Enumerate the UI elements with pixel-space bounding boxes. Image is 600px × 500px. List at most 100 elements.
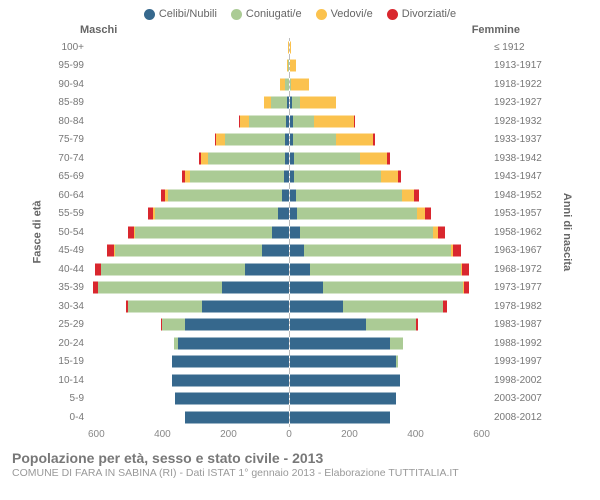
male-bar bbox=[88, 297, 289, 316]
bar-segment bbox=[398, 170, 401, 183]
age-label: 75-79 bbox=[50, 134, 88, 145]
age-row: 85-891923-1927 bbox=[50, 94, 550, 113]
bar-segment bbox=[135, 226, 272, 239]
male-bar bbox=[88, 38, 289, 57]
legend-swatch bbox=[144, 9, 155, 20]
bar-segment bbox=[290, 318, 367, 331]
bar-segment bbox=[202, 300, 289, 313]
bar-segment bbox=[300, 96, 337, 109]
age-row: 100+≤ 1912 bbox=[50, 38, 550, 57]
bar-segment bbox=[414, 189, 419, 202]
male-bar bbox=[88, 223, 289, 242]
birth-year-label: 1943-1947 bbox=[490, 171, 550, 182]
birth-year-label: 1973-1977 bbox=[490, 282, 550, 293]
bar-segment bbox=[190, 170, 284, 183]
male-bar bbox=[88, 149, 289, 168]
birth-year-label: 1953-1957 bbox=[490, 208, 550, 219]
legend-item: Vedovi/e bbox=[316, 8, 373, 20]
legend-label: Divorziati/e bbox=[402, 8, 456, 20]
female-bar bbox=[289, 94, 491, 113]
birth-year-label: 2008-2012 bbox=[490, 412, 550, 423]
age-row: 25-291983-1987 bbox=[50, 316, 550, 335]
male-bar bbox=[88, 353, 289, 372]
bar-segment bbox=[366, 318, 416, 331]
bar-segment bbox=[290, 59, 295, 72]
bar-segment bbox=[336, 133, 373, 146]
bar-segment bbox=[290, 226, 300, 239]
age-label: 0-4 bbox=[50, 412, 88, 423]
header-male: Maschi bbox=[80, 24, 117, 36]
age-row: 40-441968-1972 bbox=[50, 260, 550, 279]
bar-segment bbox=[360, 152, 387, 165]
birth-year-label: 1918-1922 bbox=[490, 79, 550, 90]
female-bar bbox=[289, 205, 491, 224]
bar-segment bbox=[225, 133, 285, 146]
female-bar bbox=[289, 316, 491, 335]
x-tick: 400 bbox=[154, 429, 171, 440]
birth-year-label: 1998-2002 bbox=[490, 375, 550, 386]
birth-year-label: 1978-1982 bbox=[490, 301, 550, 312]
x-tick: 0 bbox=[286, 429, 292, 440]
bar-segment bbox=[290, 244, 304, 257]
age-label: 85-89 bbox=[50, 97, 88, 108]
bar-segment bbox=[168, 189, 282, 202]
bar-segment bbox=[294, 152, 361, 165]
age-row: 45-491963-1967 bbox=[50, 242, 550, 261]
age-label: 55-59 bbox=[50, 208, 88, 219]
bar-segment bbox=[290, 207, 297, 220]
age-label: 80-84 bbox=[50, 116, 88, 127]
bar-segment bbox=[464, 281, 469, 294]
x-tick: 600 bbox=[473, 429, 490, 440]
bar-segment bbox=[402, 189, 414, 202]
birth-year-label: 1993-1997 bbox=[490, 356, 550, 367]
age-label: 70-74 bbox=[50, 153, 88, 164]
bar-segment bbox=[107, 244, 114, 257]
age-row: 15-191993-1997 bbox=[50, 353, 550, 372]
bar-segment bbox=[290, 392, 397, 405]
age-row: 60-641948-1952 bbox=[50, 186, 550, 205]
bar-segment bbox=[417, 207, 425, 220]
bar-segment bbox=[396, 355, 397, 368]
bar-segment bbox=[162, 318, 185, 331]
age-row: 10-141998-2002 bbox=[50, 371, 550, 390]
bar-segment bbox=[185, 318, 289, 331]
age-label: 95-99 bbox=[50, 60, 88, 71]
bar-segment bbox=[290, 41, 291, 54]
bar-segment bbox=[310, 263, 460, 276]
age-label: 90-94 bbox=[50, 79, 88, 90]
bar-segment bbox=[128, 300, 202, 313]
bar-segment bbox=[300, 226, 434, 239]
birth-year-label: 1933-1937 bbox=[490, 134, 550, 145]
bar-segment bbox=[249, 115, 286, 128]
bar-segment bbox=[290, 281, 323, 294]
female-bar bbox=[289, 112, 491, 131]
legend-swatch bbox=[387, 9, 398, 20]
chart-footer: Popolazione per età, sesso e stato civil… bbox=[0, 440, 600, 479]
age-label: 30-34 bbox=[50, 301, 88, 312]
age-row: 75-79 1933-1937 bbox=[50, 131, 550, 150]
bar-segment bbox=[314, 115, 354, 128]
male-bar bbox=[88, 390, 289, 409]
legend-item: Coniugati/e bbox=[231, 8, 302, 20]
bar-segment bbox=[172, 355, 289, 368]
age-label: 35-39 bbox=[50, 282, 88, 293]
bar-segment bbox=[291, 78, 308, 91]
female-bar bbox=[289, 334, 491, 353]
age-row: 50-541958-1962 bbox=[50, 223, 550, 242]
male-bar bbox=[88, 260, 289, 279]
x-tick: 400 bbox=[407, 429, 424, 440]
bar-segment bbox=[290, 337, 390, 350]
bar-segment bbox=[98, 281, 222, 294]
bar-segment bbox=[115, 244, 262, 257]
age-row: 90-94 1918-1922 bbox=[50, 75, 550, 94]
bar-segment bbox=[201, 152, 208, 165]
male-bar bbox=[88, 334, 289, 353]
pyramid-chart: Fasce di età Anni di nascita 100+≤ 19129… bbox=[0, 38, 600, 427]
bar-segment bbox=[323, 281, 463, 294]
female-bar bbox=[289, 260, 491, 279]
male-bar bbox=[88, 112, 289, 131]
bar-segment bbox=[290, 263, 311, 276]
age-row: 5-92003-2007 bbox=[50, 390, 550, 409]
age-label: 65-69 bbox=[50, 171, 88, 182]
bar-segment bbox=[425, 207, 430, 220]
